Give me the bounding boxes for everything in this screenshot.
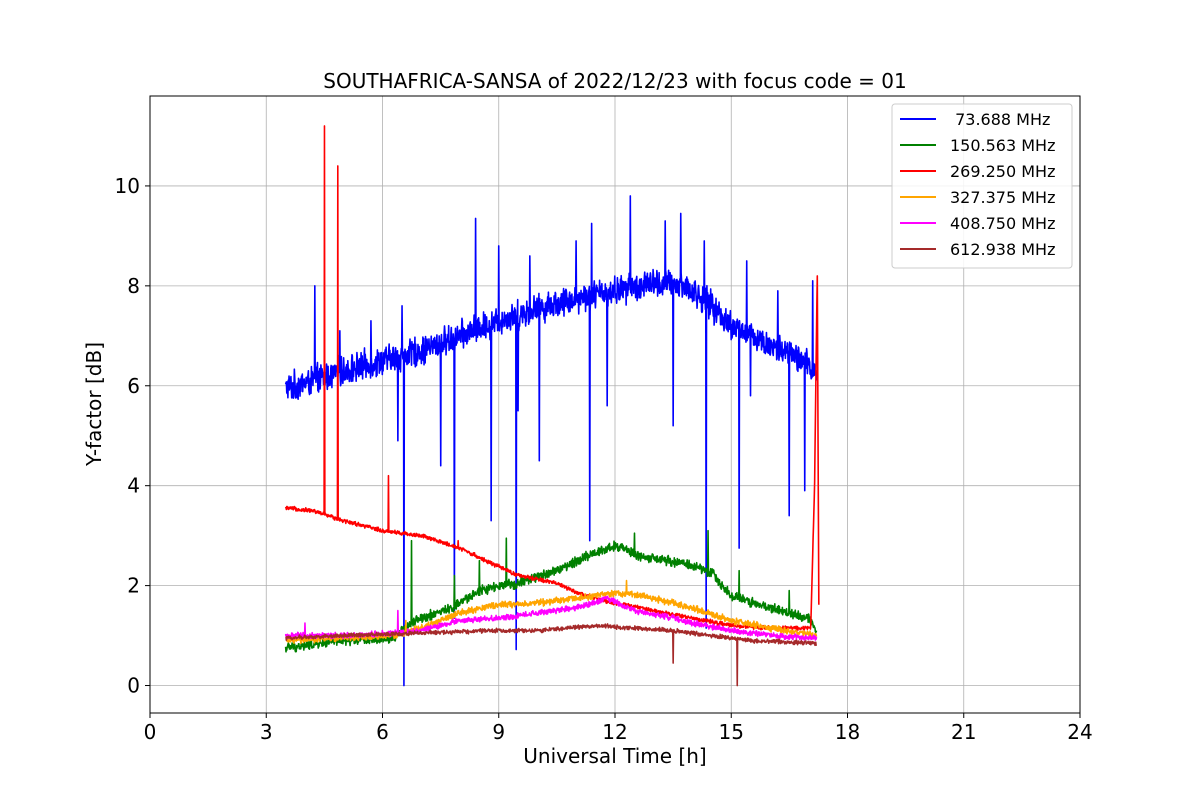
y-tick-label: 10 — [115, 174, 140, 198]
legend-label: 150.563 MHz — [950, 136, 1055, 155]
legend-label: 612.938 MHz — [950, 240, 1055, 259]
y-axis-label: Y-factor [dB] — [82, 342, 106, 467]
y-tick-label: 8 — [127, 274, 140, 298]
x-tick-label: 6 — [376, 720, 389, 744]
chart-title: SOUTHAFRICA-SANSA of 2022/12/23 with foc… — [323, 69, 907, 93]
y-tick-label: 0 — [127, 674, 140, 698]
x-tick-label: 21 — [951, 720, 976, 744]
series-line — [285, 623, 818, 687]
y-tick-label: 2 — [127, 574, 140, 598]
legend-label: 327.375 MHz — [950, 188, 1055, 207]
legend: 73.688 MHz 150.563 MHz 269.250 MHz 327.375 … — [891, 103, 1073, 269]
legend-label: 73.688 MHz — [950, 110, 1050, 129]
y-tick-label: 4 — [127, 474, 140, 498]
series-line — [284, 195, 818, 687]
legend-label: 269.250 MHz — [950, 162, 1055, 181]
series-group — [284, 125, 820, 687]
x-axis-label: Universal Time [h] — [523, 744, 706, 768]
x-tick-label: 0 — [144, 720, 157, 744]
x-tick-label: 24 — [1067, 720, 1092, 744]
x-tick-label: 3 — [260, 720, 273, 744]
x-tick-label: 9 — [492, 720, 505, 744]
y-tick-label: 6 — [127, 374, 140, 398]
x-tick-label: 15 — [719, 720, 744, 744]
legend-box — [891, 103, 1073, 269]
series-line — [284, 529, 818, 653]
series-line — [284, 125, 820, 631]
x-tick-label: 18 — [835, 720, 860, 744]
x-tick-label: 12 — [602, 720, 627, 744]
legend-label: 408.750 MHz — [950, 214, 1055, 233]
